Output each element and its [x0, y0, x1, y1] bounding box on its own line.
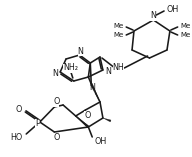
Text: Me: Me	[113, 32, 123, 38]
Text: Me: Me	[180, 23, 191, 29]
Text: NH₂: NH₂	[63, 63, 78, 73]
Polygon shape	[90, 83, 100, 102]
Text: P: P	[36, 119, 40, 127]
Text: Me: Me	[180, 32, 191, 38]
Text: OH: OH	[166, 5, 178, 14]
Text: O: O	[84, 111, 91, 119]
Text: O: O	[16, 105, 22, 114]
Text: N: N	[105, 67, 111, 76]
Text: N: N	[89, 84, 95, 92]
Polygon shape	[103, 118, 111, 122]
Text: N: N	[78, 46, 84, 56]
Text: O: O	[53, 97, 60, 106]
Text: N: N	[151, 11, 156, 21]
Text: OH: OH	[94, 136, 106, 146]
Text: N: N	[52, 68, 58, 78]
Text: Me: Me	[113, 23, 123, 29]
Text: HO: HO	[10, 133, 22, 141]
Text: NH: NH	[113, 63, 124, 73]
Polygon shape	[76, 116, 89, 128]
Text: O: O	[53, 133, 60, 141]
